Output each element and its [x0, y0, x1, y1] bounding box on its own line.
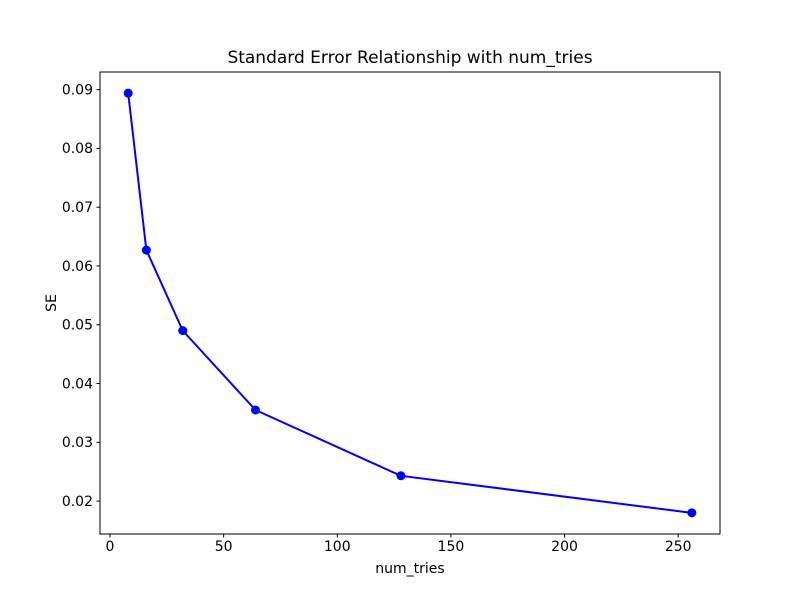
data-point: [178, 326, 188, 336]
x-tick-label: 150: [438, 539, 465, 555]
x-tick-label: 100: [324, 539, 351, 555]
data-point: [141, 245, 151, 255]
data-point: [687, 508, 697, 518]
data-series: [123, 88, 697, 518]
y-tick-label: 0.08: [62, 141, 93, 157]
y-tick-label: 0.05: [62, 318, 93, 334]
data-point: [123, 88, 133, 98]
y-tick-label: 0.02: [62, 494, 93, 510]
x-axis-label: num_tries: [375, 561, 444, 577]
y-tick-label: 0.03: [62, 435, 93, 451]
x-tick-label: 200: [551, 539, 578, 555]
x-tick-label: 250: [665, 539, 692, 555]
y-tick-label: 0.04: [62, 376, 93, 392]
y-tick-label: 0.07: [62, 200, 93, 216]
x-tick-label: 0: [106, 539, 115, 555]
data-point: [250, 405, 260, 415]
axes: 0 50 100 150 200 250 0.02 0.03 0.04 0.05 0.06 0.07 0…: [62, 71, 721, 555]
chart-title: Standard Error Relationship with num_tri…: [227, 48, 592, 68]
y-axis-label: SE: [44, 294, 60, 312]
y-tick-label: 0.06: [62, 259, 93, 275]
x-tick-label: 50: [215, 539, 233, 555]
data-point: [396, 471, 406, 481]
data-line: [127, 92, 693, 514]
y-tick-label: 0.09: [62, 82, 93, 98]
plot-border: [99, 71, 721, 535]
